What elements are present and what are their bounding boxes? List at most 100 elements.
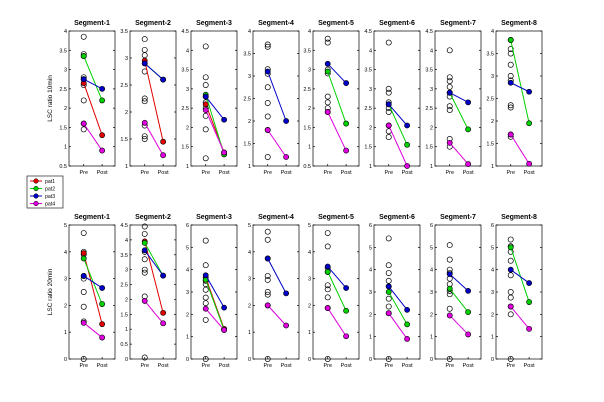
y-tick-label: 3: [308, 277, 311, 283]
point-post-pat4: [99, 147, 106, 154]
y-tick-label: 2: [430, 125, 433, 131]
point-post-pat3: [526, 280, 533, 286]
point-post-pat1: [99, 132, 106, 139]
y-tick-label: 4: [369, 48, 372, 54]
point-post-pat1: [99, 321, 106, 328]
y-tick-label: 5: [430, 245, 433, 251]
x-tick-label: Pre: [79, 363, 88, 369]
y-tick-label: 0: [64, 357, 67, 363]
x-tick-label: Post: [402, 363, 413, 369]
y-tick-label: 2: [308, 303, 311, 309]
pre-point: [507, 46, 514, 52]
y-tick-label: 3: [64, 277, 67, 283]
point-post-pat3: [283, 290, 290, 297]
y-tick-label: 2.5: [59, 87, 67, 93]
legend-label-pat4: pat4: [45, 202, 55, 208]
panel-segment-6: Segment-6 0 1 2 3 4 5 6 Pre Post: [369, 214, 421, 369]
y-tick-label: 4: [186, 268, 189, 274]
x-tick-label: Post: [463, 170, 474, 176]
axes-box: [312, 224, 360, 360]
y-tick-label: 4: [369, 268, 372, 274]
row-ylabel: LSC ratio 10min: [47, 75, 54, 122]
y-tick-label: 3.5: [243, 52, 251, 58]
series-line-pat3: [83, 275, 103, 289]
point-pre-pat4: [202, 107, 209, 113]
point-pre-pat4: [80, 319, 87, 326]
y-tick-label: 4.5: [364, 29, 372, 35]
y-tick-label: 0.5: [120, 342, 128, 348]
x-tick-label: Post: [524, 363, 535, 369]
x-tick-label: Post: [219, 363, 230, 369]
y-tick-label: 1: [308, 145, 311, 151]
x-tick-label: Post: [281, 170, 292, 176]
pre-point: [264, 154, 271, 160]
panel-segment-2: Segment-2 1 1.5 2 2.5 3 3.5 Pre Post: [120, 20, 177, 176]
y-tick-label: 3: [369, 290, 372, 296]
series-line-pat3: [144, 250, 164, 276]
y-tick-label: 3.5: [486, 52, 494, 58]
point-post-pat4: [404, 163, 411, 169]
pre-point: [80, 303, 87, 310]
y-tick-label: 1.5: [120, 312, 128, 318]
y-tick-label: 2: [369, 312, 372, 318]
point-post-pat3: [465, 287, 472, 294]
point-post-pat3: [465, 99, 472, 106]
pre-point: [80, 33, 87, 40]
y-tick-label: 3: [491, 290, 494, 296]
pre-point: [141, 136, 148, 142]
panel-title: Segment-5: [318, 214, 354, 221]
pre-point: [141, 133, 148, 140]
y-tick-label: 6: [491, 223, 494, 229]
panel-title: Segment-8: [501, 214, 537, 221]
x-tick-label: Post: [97, 363, 108, 369]
pre-point: [141, 354, 148, 361]
series-line-pat2: [388, 291, 408, 325]
panel-title: Segment-7: [440, 214, 476, 221]
series-line-pat4: [388, 125, 408, 167]
axes-box: [129, 224, 177, 360]
pre-point: [264, 113, 271, 120]
pre-point: [507, 61, 514, 68]
y-tick-label: 4: [491, 268, 494, 274]
series-line-pat2: [327, 71, 347, 124]
row-ylabel: LSC ratio 20min: [47, 268, 54, 315]
pre-point: [507, 73, 514, 79]
series-line-pat2: [327, 271, 347, 311]
pre-point: [141, 52, 148, 59]
x-tick-label: Post: [97, 170, 108, 176]
x-tick-label: Pre: [79, 170, 88, 176]
series-line-pat4: [327, 307, 347, 337]
pre-point: [324, 35, 331, 42]
y-tick-label: 1: [369, 164, 372, 170]
y-tick-label: 6: [369, 223, 372, 229]
y-tick-label: 3: [186, 87, 189, 93]
y-tick-label: 2: [308, 106, 311, 112]
point-post-pat3: [160, 76, 167, 83]
y-tick-label: 2: [248, 119, 251, 125]
series-line-pat4: [267, 305, 287, 326]
pre-point: [385, 85, 392, 92]
y-tick-label: 0.5: [59, 164, 67, 170]
series-line-pat4: [388, 312, 408, 340]
legend-marker-pat2: [33, 185, 39, 192]
panel-segment-7: Segment-7 1 1.5 2 2.5 3 3.5 4 4.5 Pre Post: [425, 20, 482, 176]
point-post-pat2: [465, 126, 472, 133]
point-pre-pat3: [141, 60, 148, 67]
panel-title: Segment-7: [440, 20, 476, 27]
series-line-pat3: [267, 71, 287, 122]
y-tick-label: 0: [369, 357, 372, 363]
pre-point: [264, 84, 271, 91]
y-tick-label: 2: [491, 119, 494, 125]
y-tick-label: 1: [430, 164, 433, 170]
y-tick-label: 3: [64, 68, 67, 74]
pre-point: [385, 109, 392, 115]
series-line-pat1: [144, 241, 164, 313]
panel-segment-4: Segment-4 0 1 2 3 4 5 Pre Post: [248, 214, 300, 369]
pre-point: [324, 230, 331, 236]
pre-point: [507, 294, 514, 301]
point-pre-pat3: [446, 89, 453, 96]
series-line-pat1: [83, 82, 103, 136]
point-pre-pat1: [80, 250, 87, 257]
